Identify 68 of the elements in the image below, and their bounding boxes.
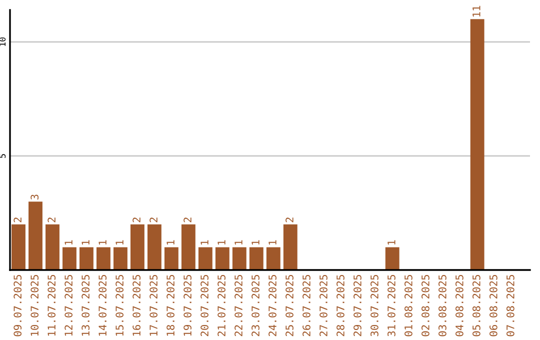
bar [130,224,144,270]
x-tick-label: 26.07.2025 [302,275,310,336]
x-tick-label: 14.07.2025 [98,275,107,336]
x-tick-label: 09.07.2025 [14,275,22,336]
bar [113,247,128,270]
x-tick-label: 18.07.2025 [166,275,174,336]
bar [470,19,484,270]
x-tick-label: 12.07.2025 [64,275,73,336]
data-label: 11 [472,6,480,16]
data-label: 1 [116,240,124,245]
x-tick-label: 10.07.2025 [30,275,39,336]
data-label: 1 [268,240,276,245]
x-tick-label: 28.07.2025 [336,275,344,336]
data-label: 1 [218,240,226,245]
x-tick-label: 23.07.2025 [252,275,260,336]
x-tick-label: 02.08.2025 [422,275,430,336]
bar [283,224,298,270]
x-tick-label: 27.07.2025 [320,275,328,336]
x-tick-label: 03.08.2025 [438,275,446,336]
x-tick-label: 01.08.2025 [404,275,412,336]
bar [164,247,178,270]
bar [147,224,162,270]
bar [249,247,264,270]
data-label: 1 [388,240,396,245]
bar [96,247,110,270]
bar [266,247,280,270]
bar [385,247,400,270]
x-tick-label: 07.08.2025 [506,275,514,336]
data-label: 2 [14,218,22,222]
data-label: 2 [48,218,56,222]
data-label: 1 [166,240,174,245]
bar [181,224,196,270]
bar [12,224,26,270]
x-tick-label: 29.07.2025 [354,275,362,336]
data-label: 1 [200,240,208,245]
data-label: 2 [150,218,158,222]
bar [198,247,212,270]
data-label: 2 [132,218,140,222]
x-tick-label: 04.08.2025 [456,275,464,336]
bar [215,247,230,270]
data-label: 1 [98,240,106,245]
data-label: 1 [82,240,90,245]
x-tick-label: 17.07.2025 [150,275,158,336]
data-label: 1 [64,240,72,245]
x-tick-label: 13.07.2025 [82,275,90,336]
bar [62,247,76,270]
data-label: 1 [234,240,242,245]
x-tick-label: 06.08.2025 [489,275,498,336]
x-tick-label: 16.07.2025 [132,275,140,336]
bar [80,247,94,270]
x-tick-label: 20.07.2025 [200,275,208,336]
x-tick-label: 31.07.2025 [388,275,396,336]
x-tick-label: 11.07.2025 [48,275,56,336]
bar [46,224,60,270]
data-label: 1 [252,240,260,245]
data-label: 2 [184,218,192,222]
bar [232,247,246,270]
data-label: 3 [30,194,39,200]
x-tick-label: 24.07.2025 [268,275,276,336]
x-tick-label: 22.07.2025 [234,275,242,336]
x-tick-label: 05.08.2025 [472,275,480,336]
x-tick-label: 25.07.2025 [286,275,294,336]
data-label: 2 [286,218,294,222]
x-tick-label: 19.07.2025 [184,275,192,336]
x-tick-label: 30.07.2025 [370,275,378,336]
x-tick-label: 15.07.2025 [116,275,124,336]
bar [28,202,42,270]
x-tick-label: 21.07.2025 [218,275,226,336]
